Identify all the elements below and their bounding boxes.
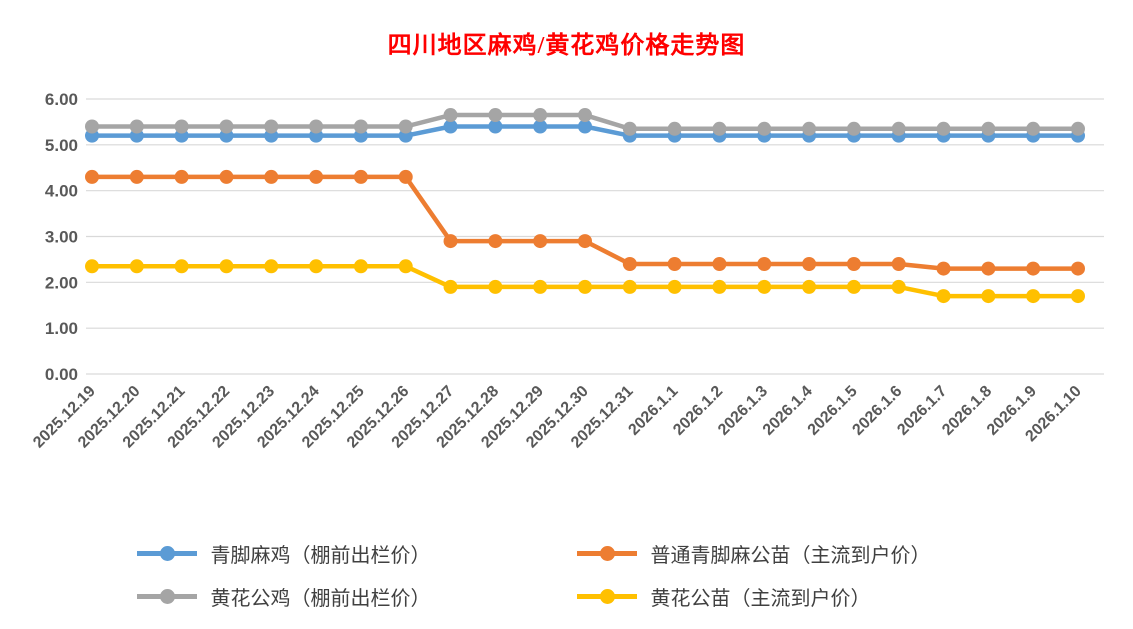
y-axis-tick-label: 1.00 [45,319,78,338]
data-point-marker [1026,289,1041,304]
data-point-marker [757,257,772,271]
chart-title: 四川地区麻鸡/黄花鸡价格走势图 [387,33,746,59]
data-point-marker [846,257,861,271]
data-point-marker [488,279,503,294]
data-point-marker [1071,289,1085,304]
data-point-marker [264,119,279,134]
legend-label: 普通青脚麻公苗（主流到户价） [650,545,931,567]
y-axis-tick-label: 0.00 [45,365,78,384]
data-point-marker [533,119,548,134]
data-point-marker [398,169,413,184]
data-point-marker [578,234,592,249]
data-point-marker [85,169,99,184]
data-point-marker [129,169,144,184]
data-point-marker [936,121,951,136]
data-point-marker [936,261,951,276]
data-point-marker [757,121,772,136]
data-point-marker [309,259,324,274]
legend-label: 青脚麻鸡（棚前出栏价） [210,545,431,567]
y-axis-tick-label: 4.00 [45,182,78,201]
data-point-marker [398,259,413,274]
data-point-marker [309,119,324,134]
legend-label: 黄花公苗（主流到户价） [650,588,871,610]
legend-item-qingjiao-maji[interactable]: 青脚麻鸡（棚前出栏价） [136,539,577,568]
data-point-marker [264,259,279,274]
data-point-marker [85,119,99,134]
data-point-marker [578,108,592,123]
data-point-marker [981,261,996,276]
data-point-marker [219,119,234,134]
data-point-marker [981,289,996,304]
data-point-marker [846,279,861,294]
data-point-marker [712,121,727,136]
data-point-marker [1071,121,1085,136]
legend-line-marker-icon [136,546,197,561]
y-axis-tick-label: 5.00 [45,136,78,155]
data-point-marker [667,121,682,136]
data-point-marker [174,169,189,184]
data-point-marker [891,279,906,294]
data-point-marker [533,108,548,123]
data-point-marker [712,257,727,271]
data-point-marker [443,279,458,294]
data-point-marker [936,289,951,304]
data-point-marker [1026,121,1041,136]
data-point-marker [443,234,458,249]
data-point-marker [533,279,548,294]
data-point-marker [533,234,548,249]
data-point-marker [622,279,637,294]
y-axis-tick-label: 2.00 [45,273,78,292]
legend-item-qingjiaoma-gongmiao[interactable]: 普通青脚麻公苗（主流到户价） [576,539,997,568]
data-point-marker [398,119,413,134]
price-trend-chart: 0.001.002.003.004.005.006.002025.12.1920… [30,90,1104,451]
data-point-marker [667,257,682,271]
y-axis-tick-label: 6.00 [45,90,78,109]
data-point-marker [174,259,189,274]
data-point-marker [712,279,727,294]
legend-item-huanghua-gongmiao[interactable]: 黄花公苗（主流到户价） [576,582,997,611]
legend-line-marker-icon [136,589,197,604]
y-axis-tick-label: 3.00 [45,228,78,247]
data-point-marker [353,119,368,134]
data-point-marker [174,119,189,134]
data-point-marker [802,257,817,271]
data-point-marker [488,234,503,249]
data-point-marker [667,279,682,294]
data-point-marker [353,169,368,184]
data-point-marker [1026,261,1041,276]
legend-item-huanghua-gongji[interactable]: 黄花公鸡（棚前出栏价） [136,582,577,611]
data-point-marker [981,121,996,136]
data-point-marker [353,259,368,274]
data-point-marker [219,169,234,184]
data-point-marker [85,259,99,274]
data-point-marker [802,121,817,136]
legend-line-marker-icon [576,589,637,604]
data-point-marker [757,279,772,294]
data-point-marker [129,259,144,274]
legend-label: 黄花公鸡（棚前出栏价） [210,588,431,610]
data-point-marker [622,257,637,271]
data-point-marker [264,169,279,184]
data-point-marker [129,119,144,134]
data-point-marker [622,121,637,136]
data-point-marker [578,279,592,294]
data-point-marker [846,121,861,136]
data-point-marker [443,108,458,123]
data-point-marker [309,169,324,184]
data-point-marker [802,279,817,294]
data-point-marker [891,121,906,136]
chart-legend: 青脚麻鸡（棚前出栏价） 普通青脚麻公苗（主流到户价） 黄花公鸡（棚前出栏价） 黄… [0,539,1133,611]
legend-line-marker-icon [576,546,637,561]
data-point-marker [1071,261,1085,276]
data-point-marker [578,119,592,134]
data-point-marker [891,257,906,271]
data-point-marker [488,119,503,134]
data-point-marker [219,259,234,274]
data-point-marker [488,108,503,123]
data-point-marker [443,119,458,134]
